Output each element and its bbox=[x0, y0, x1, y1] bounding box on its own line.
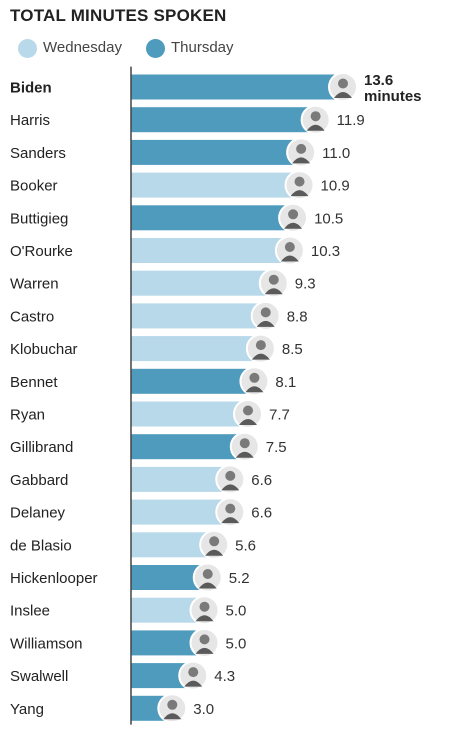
value-label-swalwell: 4.3 bbox=[214, 668, 235, 685]
category-label-ryan: Ryan bbox=[10, 407, 45, 424]
value-label-gabbard: 6.6 bbox=[251, 472, 272, 489]
avatar-shoulders-biden bbox=[334, 92, 352, 98]
avatar-shoulders-castro bbox=[256, 320, 275, 327]
bar-sanders bbox=[131, 139, 309, 165]
avatar-head-o-rourke bbox=[284, 242, 295, 252]
avatar-shoulders-o-rourke bbox=[280, 255, 299, 262]
value-label-williamson: 5.0 bbox=[226, 635, 247, 652]
avatar-head-hickenlooper bbox=[202, 569, 213, 579]
unit-label: minutes bbox=[364, 88, 422, 105]
legend-label-thursday: Thursday bbox=[171, 39, 234, 56]
legend-swatch-thursday bbox=[146, 39, 165, 58]
avatar-shoulders-inslee bbox=[195, 615, 214, 622]
avatar-head-swalwell bbox=[188, 667, 199, 678]
category-label-booker: Booker bbox=[10, 178, 58, 195]
value-label-gillibrand: 7.5 bbox=[266, 439, 287, 456]
category-label-williamson: Williamson bbox=[10, 635, 83, 652]
avatar-head-ryan bbox=[242, 405, 253, 416]
category-label-hickenlooper: Hickenlooper bbox=[10, 570, 98, 587]
category-label-klobuchar: Klobuchar bbox=[10, 341, 78, 358]
category-label-warren: Warren bbox=[10, 276, 59, 293]
category-label-de-blasio: de Blasio bbox=[10, 537, 72, 554]
value-label-hickenlooper: 5.2 bbox=[229, 570, 250, 587]
avatar-shoulders-bennet bbox=[245, 386, 264, 393]
avatar-head-gabbard bbox=[225, 470, 236, 481]
avatar-head-yang bbox=[167, 699, 178, 710]
value-label-bennet: 8.1 bbox=[275, 374, 296, 391]
category-label-biden: Biden bbox=[10, 80, 52, 97]
category-label-gillibrand: Gillibrand bbox=[10, 439, 73, 456]
value-label-buttigieg: 10.5 bbox=[314, 210, 343, 227]
avatar-shoulders-gillibrand bbox=[235, 451, 254, 458]
avatar-shoulders-gabbard bbox=[221, 484, 240, 491]
category-label-swalwell: Swalwell bbox=[10, 668, 68, 685]
bar-warren bbox=[131, 270, 281, 296]
avatar-shoulders-sanders bbox=[292, 157, 311, 164]
value-label-o-rourke: 10.3 bbox=[311, 243, 340, 260]
category-label-sanders: Sanders bbox=[10, 145, 66, 162]
value-label-harris: 11.9 bbox=[337, 112, 365, 129]
avatar-head-gillibrand bbox=[239, 438, 250, 449]
avatar-head-buttigieg bbox=[288, 209, 299, 220]
avatar-shoulders-harris bbox=[306, 124, 325, 131]
value-label-klobuchar: 8.5 bbox=[282, 341, 303, 358]
value-label-delaney: 6.6 bbox=[251, 505, 272, 522]
value-label-booker: 10.9 bbox=[321, 178, 350, 195]
avatar-head-biden bbox=[338, 78, 348, 89]
avatar-shoulders-booker bbox=[290, 190, 309, 197]
avatar-head-castro bbox=[260, 307, 271, 318]
avatar-shoulders-klobuchar bbox=[251, 353, 270, 360]
category-label-buttigieg: Buttigieg bbox=[10, 210, 68, 227]
value-label-warren: 9.3 bbox=[295, 276, 316, 293]
category-label-gabbard: Gabbard bbox=[10, 472, 68, 489]
category-label-inslee: Inslee bbox=[10, 603, 50, 620]
avatar-head-booker bbox=[294, 176, 305, 187]
bar-klobuchar bbox=[131, 336, 268, 362]
value-label-biden: 13.6 bbox=[364, 72, 393, 89]
avatar-head-de-blasio bbox=[209, 536, 220, 547]
legend-label-wednesday: Wednesday bbox=[43, 39, 122, 56]
value-label-castro: 8.8 bbox=[287, 308, 308, 325]
chart-title: TOTAL MINUTES SPOKEN bbox=[10, 6, 227, 25]
avatar-head-klobuchar bbox=[255, 340, 266, 351]
value-label-sanders: 11.0 bbox=[322, 145, 350, 162]
value-label-inslee: 5.0 bbox=[226, 603, 247, 620]
category-label-bennet: Bennet bbox=[10, 374, 58, 391]
bar-buttigieg bbox=[131, 205, 301, 231]
value-label-de-blasio: 5.6 bbox=[235, 537, 256, 554]
avatar-shoulders-hickenlooper bbox=[198, 582, 217, 589]
avatar-shoulders-delaney bbox=[221, 517, 240, 524]
bar-biden bbox=[131, 74, 350, 100]
avatar-shoulders-de-blasio bbox=[205, 549, 224, 556]
bar-booker bbox=[131, 172, 307, 198]
avatar-head-warren bbox=[268, 274, 279, 285]
avatar-shoulders-buttigieg bbox=[284, 222, 303, 229]
value-label-ryan: 7.7 bbox=[269, 407, 290, 424]
avatar-head-bennet bbox=[249, 372, 260, 383]
avatar-head-harris bbox=[310, 111, 321, 122]
value-label-yang: 3.0 bbox=[193, 701, 214, 718]
avatar-shoulders-williamson bbox=[195, 647, 214, 654]
avatar-shoulders-warren bbox=[264, 288, 283, 295]
avatar-shoulders-yang bbox=[163, 713, 182, 720]
bar-castro bbox=[131, 303, 273, 329]
avatar-head-inslee bbox=[199, 601, 210, 612]
category-label-delaney: Delaney bbox=[10, 505, 66, 522]
avatar-shoulders-ryan bbox=[238, 419, 257, 425]
legend-swatch-wednesday bbox=[18, 39, 37, 58]
avatar-head-williamson bbox=[199, 634, 210, 645]
category-label-yang: Yang bbox=[10, 701, 44, 718]
avatar-shoulders-swalwell bbox=[184, 680, 203, 687]
avatar-head-delaney bbox=[225, 503, 236, 514]
category-label-o-rourke: O'Rourke bbox=[10, 243, 73, 260]
category-label-harris: Harris bbox=[10, 112, 50, 129]
bar-o-rourke bbox=[131, 238, 297, 263]
bar-harris bbox=[131, 107, 323, 133]
category-label-castro: Castro bbox=[10, 308, 54, 325]
avatar-head-sanders bbox=[296, 143, 307, 154]
